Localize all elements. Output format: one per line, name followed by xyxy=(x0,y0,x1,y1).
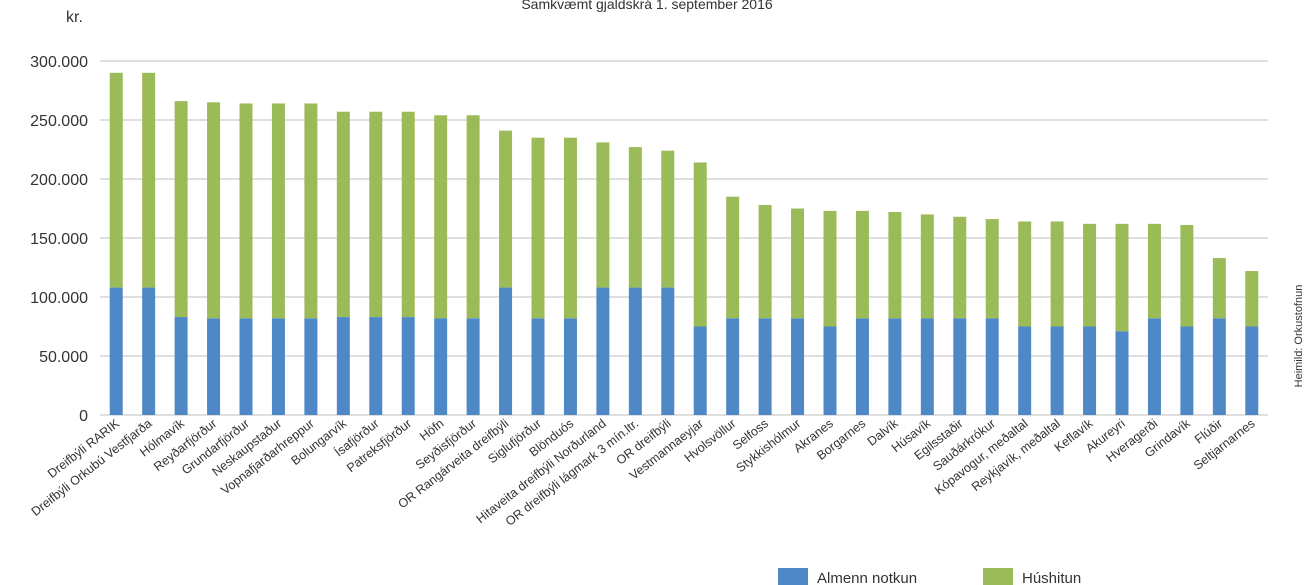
bar-segment-hushitun xyxy=(855,210,869,319)
bar-segment-almenn-notkun xyxy=(1018,326,1032,415)
bar-segment-hushitun xyxy=(109,72,123,288)
bar-segment-hushitun xyxy=(1018,221,1032,327)
bar-segment-hushitun xyxy=(499,130,513,288)
bar-segment-almenn-notkun xyxy=(628,287,642,415)
bar-segment-hushitun xyxy=(563,137,577,319)
y-tick-label: 250.000 xyxy=(30,113,88,130)
bar-segment-almenn-notkun xyxy=(596,287,610,415)
bar-segment-hushitun xyxy=(628,147,642,288)
bar-segment-almenn-notkun xyxy=(693,326,707,415)
y-tick-label: 100.000 xyxy=(30,290,88,307)
bar-segment-almenn-notkun xyxy=(174,317,188,415)
bar-segment-almenn-notkun xyxy=(1083,326,1097,415)
legend-swatch-hushitun xyxy=(983,568,1013,585)
bar-segment-hushitun xyxy=(271,103,285,319)
bar-segment-almenn-notkun xyxy=(563,318,577,415)
bar-segment-almenn-notkun xyxy=(109,287,123,415)
bar-segment-almenn-notkun xyxy=(1050,326,1064,415)
bar-segment-almenn-notkun xyxy=(1245,326,1259,415)
bar-segment-hushitun xyxy=(1115,223,1129,332)
bar-segment-hushitun xyxy=(758,204,772,319)
bar-segment-hushitun xyxy=(434,115,448,319)
y-tick-label: 200.000 xyxy=(30,172,88,189)
bar-segment-almenn-notkun xyxy=(369,317,383,415)
bar-segment-almenn-notkun xyxy=(1180,326,1194,415)
bar-segment-hushitun xyxy=(401,111,415,318)
bar-segment-hushitun xyxy=(531,137,545,319)
bar-segment-almenn-notkun xyxy=(499,287,513,415)
bar-segment-hushitun xyxy=(920,214,934,319)
bar-segment-hushitun xyxy=(207,102,221,319)
bar-segment-almenn-notkun xyxy=(1212,318,1226,415)
bar-segment-almenn-notkun xyxy=(920,318,934,415)
bar-segment-almenn-notkun xyxy=(434,318,448,415)
bar-segment-hushitun xyxy=(239,103,253,319)
y-axis-unit-label: kr. xyxy=(66,9,83,26)
bars xyxy=(109,72,1259,415)
bar-segment-almenn-notkun xyxy=(1147,318,1161,415)
bar-segment-almenn-notkun xyxy=(207,318,221,415)
bar-segment-hushitun xyxy=(823,210,837,327)
bar-segment-hushitun xyxy=(791,208,805,319)
bar-segment-hushitun xyxy=(174,101,188,318)
bar-segment-almenn-notkun xyxy=(304,318,318,415)
bar-segment-hushitun xyxy=(369,111,383,318)
gridlines xyxy=(100,60,1268,416)
bar-segment-hushitun xyxy=(953,216,967,319)
bar-segment-almenn-notkun xyxy=(271,318,285,415)
bar-segment-almenn-notkun xyxy=(336,317,350,415)
bar-segment-almenn-notkun xyxy=(1115,331,1129,415)
bar-segment-hushitun xyxy=(1147,223,1161,319)
bar-segment-almenn-notkun xyxy=(953,318,967,415)
bar-segment-hushitun xyxy=(1180,225,1194,327)
bar-segment-almenn-notkun xyxy=(466,318,480,415)
bar-segment-hushitun xyxy=(1083,223,1097,327)
bar-segment-hushitun xyxy=(336,111,350,318)
y-tick-label: 0 xyxy=(79,408,88,425)
bar-segment-almenn-notkun xyxy=(791,318,805,415)
bar-segment-almenn-notkun xyxy=(239,318,253,415)
legend-label-hushitun: Húshitun xyxy=(1022,570,1081,585)
bar-segment-hushitun xyxy=(985,219,999,319)
bar-segment-hushitun xyxy=(1050,221,1064,327)
source-note: Heimild: Orkustofnun xyxy=(1293,285,1305,388)
bar-segment-hushitun xyxy=(142,72,156,288)
bar-segment-hushitun xyxy=(1212,258,1226,319)
bar-segment-almenn-notkun xyxy=(661,287,675,415)
y-tick-label: 50.000 xyxy=(39,349,88,366)
bar-segment-hushitun xyxy=(1245,271,1259,327)
y-axis-ticks: 0 50.000 100.000 150.000 200.000 250.000 300.0… xyxy=(30,54,88,425)
legend-swatch-almenn-notkun xyxy=(778,568,808,585)
bar-segment-almenn-notkun xyxy=(401,317,415,415)
legend-label-almenn-notkun: Almenn notkun xyxy=(817,570,917,585)
bar-segment-hushitun xyxy=(726,196,740,319)
bar-segment-hushitun xyxy=(888,212,902,319)
bar-segment-almenn-notkun xyxy=(823,326,837,415)
bar-segment-almenn-notkun xyxy=(142,287,156,415)
bar-segment-hushitun xyxy=(661,150,675,288)
bar-segment-almenn-notkun xyxy=(531,318,545,415)
bar-segment-hushitun xyxy=(596,142,610,288)
bar-segment-almenn-notkun xyxy=(855,318,869,415)
bar-segment-hushitun xyxy=(466,115,480,319)
y-tick-label: 150.000 xyxy=(30,231,88,248)
y-tick-label: 300.000 xyxy=(30,54,88,71)
chart-title: Samkvæmt gjaldskrá 1. september 2016 xyxy=(521,0,773,12)
bar-segment-almenn-notkun xyxy=(726,318,740,415)
bar-segment-almenn-notkun xyxy=(758,318,772,415)
bar-segment-almenn-notkun xyxy=(985,318,999,415)
bar-segment-hushitun xyxy=(304,103,318,319)
bar-segment-hushitun xyxy=(693,162,707,327)
legend: Almenn notkun Húshitun xyxy=(778,568,1081,585)
bar-segment-almenn-notkun xyxy=(888,318,902,415)
